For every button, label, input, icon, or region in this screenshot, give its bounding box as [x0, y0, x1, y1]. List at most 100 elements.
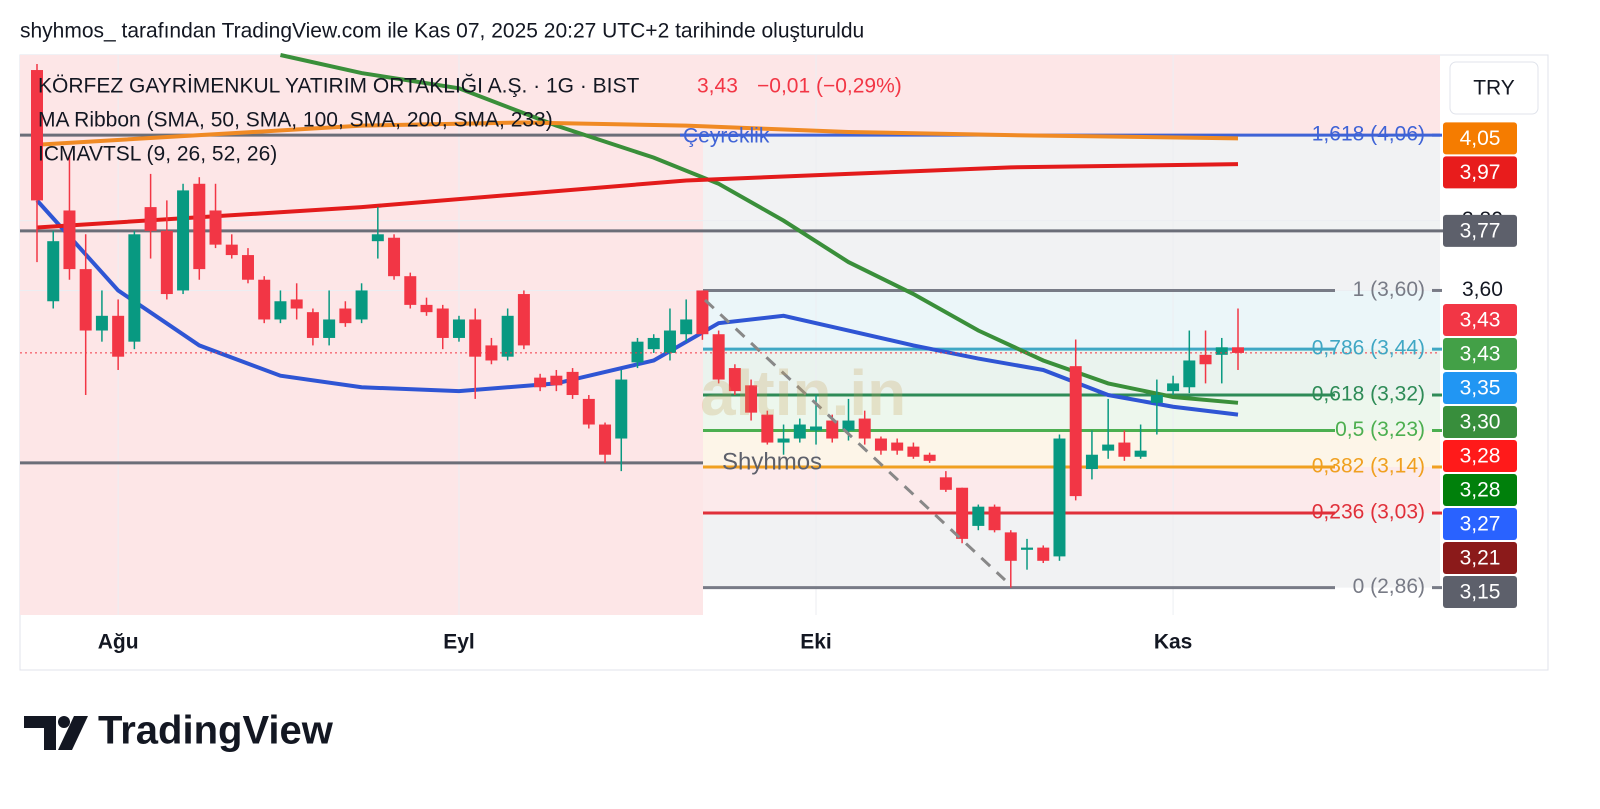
candle-body [1183, 360, 1196, 388]
price-badge [1443, 156, 1517, 189]
candle-body [290, 299, 303, 309]
candle-body [923, 454, 936, 461]
candle-body [582, 398, 595, 425]
y-tick-label: 3,60 [1462, 278, 1503, 301]
candle-body [1102, 444, 1115, 451]
fib-label: 0,5 (3,23) [1335, 418, 1425, 441]
candle-body [793, 424, 806, 439]
candle-body [1215, 347, 1228, 355]
legend-change: −0,01 (−0,29%) [757, 75, 902, 98]
price-badge-label: 3,77 [1460, 219, 1501, 242]
price-badge [1443, 122, 1517, 155]
candle-body [599, 424, 612, 455]
candle-body [615, 379, 628, 439]
currency-button[interactable] [1449, 61, 1539, 115]
fib-label: 1 (3,60) [1353, 278, 1425, 301]
price-badge-label: 3,27 [1460, 513, 1501, 536]
price-badge-label: 3,43 [1460, 309, 1501, 332]
price-badge [1443, 372, 1517, 404]
candle-body [436, 308, 449, 338]
x-tick-label: Kas [1154, 631, 1193, 654]
price-badges: 4,05 3,97 3,77 3,43 3,43 3,35 3,30 3,28 3,28 3,27… [1443, 122, 1517, 608]
cloud-area [703, 55, 1440, 136]
candle-body [517, 294, 530, 346]
trend-line [703, 298, 1007, 582]
candle-body [858, 418, 871, 439]
fib-label: 0,618 (3,32) [1312, 383, 1425, 406]
candle-body [680, 319, 693, 335]
price-badge [1443, 406, 1517, 438]
x-tick-label: Eyl [443, 631, 475, 654]
candle-body [972, 506, 985, 526]
candle-body [631, 341, 644, 363]
price-badge-label: 3,28 [1460, 445, 1501, 468]
candle-body [339, 308, 352, 324]
candle-body [225, 244, 238, 256]
fib-band [703, 290, 1440, 350]
price-badge [1443, 304, 1517, 336]
ma-line [280, 53, 1239, 405]
candle-body [160, 230, 173, 295]
candle-body [1021, 547, 1034, 550]
fib-band [703, 513, 1440, 588]
price-badge-label: 3,21 [1460, 547, 1501, 570]
candle-body [193, 183, 206, 270]
candle-body [696, 290, 709, 335]
candle-body [566, 371, 579, 396]
fib-label: 1,618 (4,06) [1312, 123, 1425, 146]
candle-body [1167, 383, 1180, 392]
overlay: 3,603,80AğuEylEkiKas1,618 (4,06)1 (3,60)… [98, 123, 1503, 654]
candle-body [777, 438, 790, 443]
drawing-label: Çeyreklik [683, 125, 770, 148]
candle-body [761, 414, 774, 443]
candle-body [1037, 547, 1050, 561]
candle-body [647, 337, 660, 350]
price-badge [1443, 508, 1517, 540]
logo-shape [58, 716, 88, 750]
candle-body [826, 420, 839, 439]
logo-shape [58, 716, 70, 728]
fib-label: 0,786 (3,44) [1312, 337, 1425, 360]
candle-body [241, 255, 254, 280]
x-tick-label: Eki [800, 631, 832, 654]
candle-body [550, 375, 563, 386]
price-badge-label: 4,05 [1460, 127, 1501, 150]
candle-body [956, 487, 969, 539]
brand-logo [24, 716, 88, 750]
candle-body [323, 319, 336, 338]
candle-body [939, 477, 952, 490]
price-badge-label: 3,15 [1460, 581, 1501, 604]
fib-band [703, 135, 1440, 291]
currency-label: TRY [1473, 77, 1515, 100]
candle-body [31, 70, 43, 201]
candle-body [728, 368, 741, 392]
plot [20, 53, 1515, 615]
candle-body [534, 377, 547, 388]
candle-body [63, 210, 76, 270]
candle-body [891, 442, 904, 451]
logo-shape [24, 716, 56, 750]
candle-body [501, 315, 514, 357]
candle-body [1085, 454, 1098, 470]
candle-body [745, 385, 758, 413]
ma-line [36, 162, 1239, 230]
candle-body [663, 330, 676, 353]
legend-indicator: MA Ribbon (SMA, 50, SMA, 100, SMA, 200, … [38, 109, 553, 132]
candle-body [1004, 532, 1017, 561]
price-badge [1443, 542, 1517, 574]
candle-body [128, 234, 141, 342]
candle-body [1134, 450, 1147, 457]
candle-body [712, 334, 725, 380]
candle-body [469, 319, 482, 357]
price-badge [1443, 474, 1517, 506]
candle-body [1150, 395, 1163, 403]
candle-body [810, 426, 823, 431]
brand-name: TradingView [98, 709, 334, 753]
x-tick-label: Ağu [98, 631, 139, 654]
price-badge [1443, 214, 1517, 247]
fib-label: 0,382 (3,14) [1312, 455, 1425, 478]
watermark: altin.in [700, 357, 906, 429]
candle-body [112, 315, 125, 357]
